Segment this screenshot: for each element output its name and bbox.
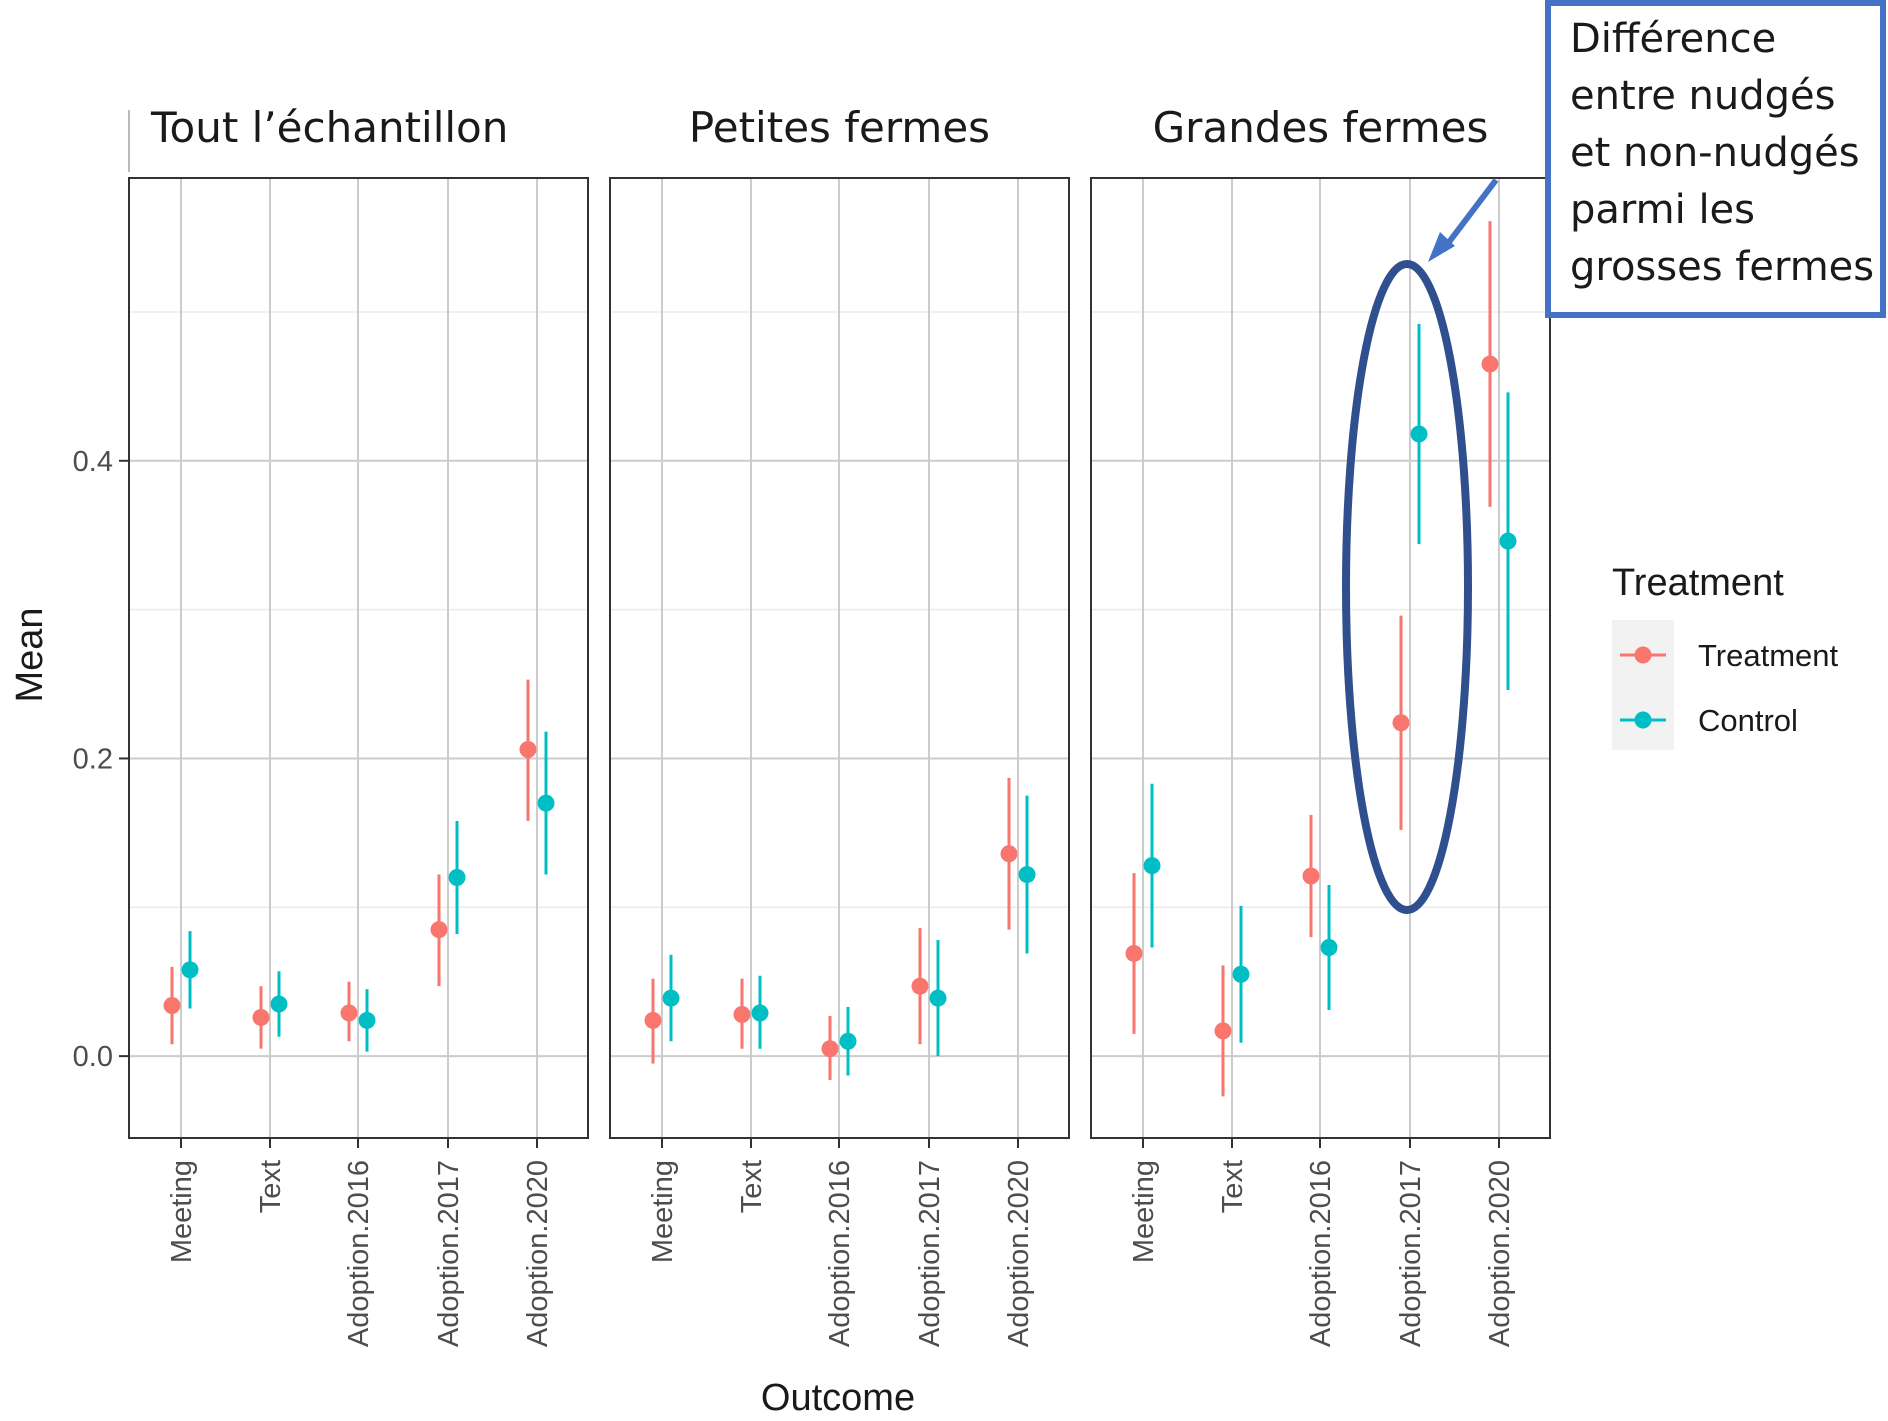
point <box>181 961 199 979</box>
x-tick-label: Adoption.2020 <box>1484 1160 1516 1347</box>
arrow-shaft <box>1440 178 1499 252</box>
x-tick-label: Adoption.2016 <box>824 1160 856 1347</box>
point <box>1302 867 1320 885</box>
point <box>1143 857 1161 875</box>
point <box>358 1011 376 1029</box>
highlight-ellipse-shape <box>1342 260 1472 914</box>
callout: Différence entre nudgés et non-nudgés parmi… <box>1342 0 1886 914</box>
panel-title: Petites fermes <box>689 103 990 152</box>
callout-line: grosses fermes <box>1570 244 1874 290</box>
point <box>751 1004 769 1022</box>
callout-line: et non-nudgés <box>1570 130 1860 176</box>
panel-title: Grandes fermes <box>1153 103 1489 152</box>
x-tick-label: Text <box>736 1160 768 1213</box>
arrow-head <box>1428 232 1455 262</box>
point <box>1410 425 1428 443</box>
point <box>1018 866 1036 884</box>
point <box>537 794 555 812</box>
point <box>252 1008 270 1026</box>
legend-label: Control <box>1698 703 1798 738</box>
marks-layer <box>163 221 1517 1097</box>
x-tick-label: Adoption.2017 <box>914 1160 946 1347</box>
callout-arrow <box>1428 178 1499 262</box>
legend-title: Treatment <box>1612 562 1784 604</box>
grid-layer <box>129 178 1550 1138</box>
x-tick-label: Adoption.2020 <box>1003 1160 1035 1347</box>
point <box>1000 845 1018 863</box>
x-tick-label: Adoption.2016 <box>343 1160 375 1347</box>
point <box>821 1040 839 1058</box>
point <box>1499 532 1517 550</box>
x-tick-label: Adoption.2020 <box>522 1160 554 1347</box>
y-axis-title: Mean <box>9 607 51 702</box>
legend-label: Treatment <box>1698 638 1839 673</box>
legend-items: Treatment Control <box>1620 638 1839 738</box>
panel-title: Tout l’échantillon <box>150 103 508 152</box>
point <box>1481 355 1499 373</box>
point <box>448 869 466 887</box>
legend: Treatment Treatment Control <box>1612 562 1839 750</box>
x-tick-label: Text <box>255 1160 287 1213</box>
highlight-ellipse <box>1342 260 1472 914</box>
point <box>662 989 680 1007</box>
x-tick-label: Adoption.2016 <box>1305 1160 1337 1347</box>
point <box>270 995 288 1013</box>
callout-text: Différence entre nudgés et non-nudgés parmi… <box>1570 16 1874 290</box>
legend-key-point <box>1634 711 1652 729</box>
point <box>1214 1022 1232 1040</box>
callout-line: Différence <box>1570 16 1776 62</box>
point <box>644 1011 662 1029</box>
legend-key-point <box>1634 646 1652 664</box>
point <box>1125 944 1143 962</box>
y-tick-label: 0.4 <box>73 446 113 478</box>
point <box>911 977 929 995</box>
x-tick-label: Meeting <box>1128 1160 1160 1263</box>
x-tick-label: Adoption.2017 <box>433 1160 465 1347</box>
x-tick-label: Meeting <box>647 1160 679 1263</box>
y-tick-label: 0.0 <box>73 1041 113 1073</box>
point <box>340 1004 358 1022</box>
x-tick-label: Adoption.2017 <box>1395 1160 1427 1347</box>
callout-line: entre nudgés <box>1570 73 1835 119</box>
callout-box <box>1545 0 1886 318</box>
axes-layer: Meeting Text Adoption.2016 Adoption.2017 Ado… <box>73 446 1516 1347</box>
point <box>519 741 537 759</box>
point <box>1232 965 1250 983</box>
x-tick-label: Meeting <box>166 1160 198 1263</box>
x-tick-label: Text <box>1217 1160 1249 1213</box>
y-tick-label: 0.2 <box>73 743 113 775</box>
point <box>839 1032 857 1050</box>
callout-line: parmi les <box>1570 187 1755 233</box>
legend-key-background <box>1612 620 1674 750</box>
point <box>929 989 947 1007</box>
point <box>430 921 448 939</box>
point <box>1392 714 1410 732</box>
point <box>163 997 181 1015</box>
point <box>733 1005 751 1023</box>
x-axis-title: Outcome <box>761 1377 915 1419</box>
point <box>1320 938 1338 956</box>
